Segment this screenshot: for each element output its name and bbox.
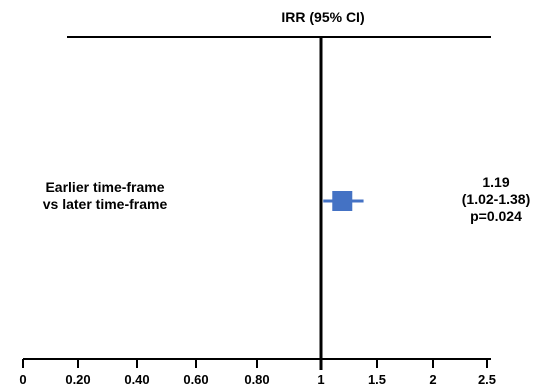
x-tick-label: 0.60 — [183, 372, 208, 387]
x-tick-label: 0 — [19, 372, 26, 387]
row-label-line: Earlier time-frame — [45, 179, 164, 195]
row-label: Earlier time-frame vs later time-frame — [43, 179, 168, 212]
x-tick-label: 1 — [317, 372, 324, 387]
row-label-line: vs later time-frame — [43, 196, 168, 212]
point-estimate-marker — [332, 191, 353, 211]
x-tick-label: 0.80 — [244, 372, 269, 387]
x-tick-label: 0.20 — [65, 372, 90, 387]
chart-title: IRR (95% CI) — [281, 9, 364, 25]
x-axis-ticks: 0 0.20 0.40 0.60 0.80 1 1.5 2 2.5 — [19, 359, 496, 387]
x-tick-label: 1.5 — [368, 372, 386, 387]
x-tick-label: 2 — [429, 372, 436, 387]
confidence-interval-text: (1.02-1.38) — [462, 191, 530, 207]
estimate-value: 1.19 — [482, 174, 509, 190]
rows-layer: Earlier time-frame vs later time-frame 1.1… — [43, 174, 531, 224]
x-tick-label: 2.5 — [478, 372, 496, 387]
estimate-text: 1.19 (1.02-1.38) p=0.024 — [462, 174, 530, 224]
x-tick-label: 0.40 — [124, 372, 149, 387]
p-value-text: p=0.024 — [470, 208, 522, 224]
